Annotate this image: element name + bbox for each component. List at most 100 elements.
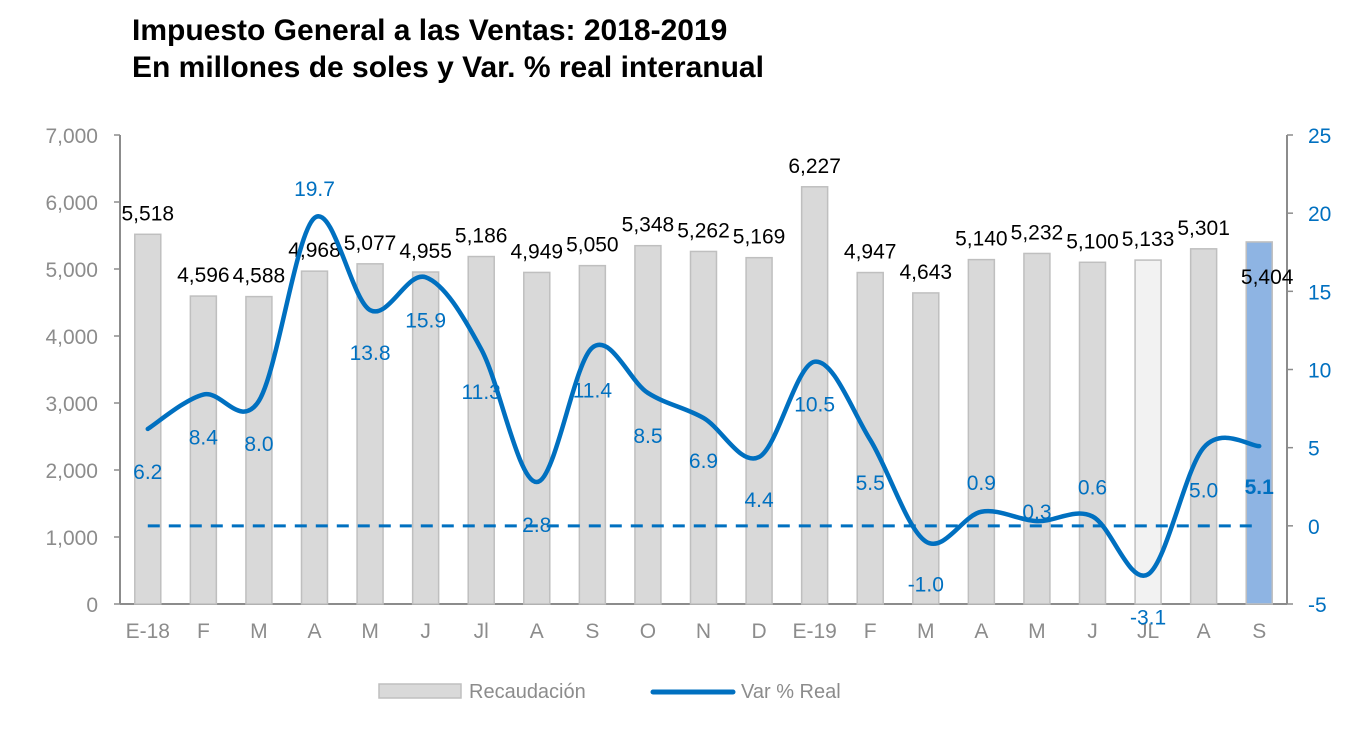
x-tick-label: A <box>974 620 988 643</box>
line-value-label: 13.8 <box>350 342 391 365</box>
var-real-line <box>145 214 1262 578</box>
line-value-label: 2.8 <box>522 514 551 537</box>
chart-title-block: Impuesto General a las Ventas: 2018-2019… <box>132 12 764 86</box>
x-tick-label: O <box>640 620 656 643</box>
line-value-label: -3.1 <box>1130 606 1166 629</box>
left-axis-tick-label: 4,000 <box>45 326 98 349</box>
bar-value-label: 5,348 <box>622 214 675 237</box>
bar-M <box>1023 252 1051 605</box>
line-value-label: 5.5 <box>856 472 885 495</box>
x-tick-label: E-18 <box>126 620 170 643</box>
bar-A <box>523 271 551 605</box>
bar-M <box>245 295 273 605</box>
legend-label-var-real: Var % Real <box>741 681 841 703</box>
bar-value-label: 4,955 <box>399 240 452 263</box>
x-tick-label: S <box>585 620 599 643</box>
x-tick-label: M <box>1028 620 1046 643</box>
bar-value-label: 4,949 <box>511 240 564 263</box>
line-value-label: 6.9 <box>689 450 718 473</box>
line-value-label: 8.4 <box>189 427 219 450</box>
bar-A <box>967 258 996 605</box>
right-axis-tick-label: 20 <box>1308 203 1331 226</box>
line-value-label: 10.5 <box>794 394 835 417</box>
bar-value-label: 6,227 <box>788 155 841 178</box>
line-value-label: 0.6 <box>1078 476 1107 499</box>
bar-value-label: 5,301 <box>1177 217 1230 240</box>
line-value-label: 8.5 <box>633 425 662 448</box>
line-value-label: 4.4 <box>744 489 774 512</box>
x-tick-label: M <box>250 620 268 643</box>
bar-J <box>411 271 440 605</box>
bar-O <box>634 244 662 605</box>
right-axis-tick-label: 5 <box>1308 438 1320 461</box>
line-value-label: 6.2 <box>133 461 162 484</box>
line-value-label: 5.1 <box>1245 476 1275 499</box>
bar-value-label: 5,100 <box>1066 230 1119 253</box>
line-value-label: 11.4 <box>573 380 613 403</box>
bar-value-label: 5,404 <box>1241 266 1294 289</box>
bar-value-label: 5,050 <box>566 234 619 257</box>
bar-value-label: 5,169 <box>733 226 786 249</box>
bar-E-19 <box>800 186 829 605</box>
bar-M <box>912 292 940 605</box>
x-tick-label: E-19 <box>792 620 836 643</box>
x-tick-label: Jl <box>474 620 489 643</box>
x-tick-label: JL <box>1137 620 1159 643</box>
line-value-label: -1.0 <box>908 573 944 596</box>
bar-value-label: 5,262 <box>677 219 730 242</box>
left-axis-tick-label: 7,000 <box>45 125 98 148</box>
x-tick-label: A <box>530 620 544 643</box>
x-tick-label: A <box>307 620 321 643</box>
legend-swatch-recaudacion <box>378 683 462 699</box>
bar-D <box>745 256 773 605</box>
chart-title: Impuesto General a las Ventas: 2018-2019 <box>132 14 728 47</box>
line-value-label: 11.3 <box>462 381 501 404</box>
x-tick-label: F <box>197 620 210 643</box>
bar-value-label: 5,232 <box>1011 221 1064 244</box>
bar-A <box>300 270 329 605</box>
line-value-label: 0.9 <box>967 472 996 495</box>
bar-E-18 <box>134 233 162 605</box>
bar-M <box>356 263 384 605</box>
left-axis-tick-label: 2,000 <box>45 460 98 483</box>
line-value-label: 5.0 <box>1189 480 1218 503</box>
line-value-label: 0.3 <box>1022 501 1051 524</box>
left-axis-tick-label: 6,000 <box>45 192 98 215</box>
left-axis-tick-label: 0 <box>86 594 98 617</box>
bar-JL <box>1134 259 1162 605</box>
bar-value-label: 4,643 <box>900 261 953 284</box>
bar-value-label: 5,133 <box>1122 228 1175 251</box>
line-value-label: 19.7 <box>294 178 335 201</box>
bar-value-label: 5,518 <box>122 202 175 225</box>
x-tick-label: J <box>420 620 431 643</box>
x-tick-label: S <box>1252 620 1266 643</box>
left-axis-tick-label: 5,000 <box>45 259 98 282</box>
right-axis-tick-label: 15 <box>1308 281 1331 304</box>
bar-S <box>1245 241 1273 605</box>
bar-J <box>1078 261 1107 605</box>
bar-Jl <box>467 255 495 605</box>
bar-S <box>578 264 607 605</box>
bar-value-label: 5,186 <box>455 225 508 248</box>
line-value-label: 8.0 <box>244 433 273 456</box>
bar-value-label: 5,077 <box>344 232 397 255</box>
chart-subtitle: En millones de soles y Var. % real inter… <box>132 51 764 84</box>
bar-A <box>1189 248 1218 605</box>
right-axis-tick-label: -5 <box>1308 594 1327 617</box>
right-axis-tick-label: 0 <box>1308 516 1320 539</box>
right-axis-tick-label: 10 <box>1308 360 1331 383</box>
left-axis-tick-label: 1,000 <box>45 527 98 550</box>
bar-value-label: 4,947 <box>844 241 897 264</box>
bar-value-label: 5,140 <box>955 228 1008 251</box>
x-tick-label: M <box>361 620 379 643</box>
x-tick-label: N <box>696 620 711 643</box>
x-tick-label: A <box>1197 620 1211 643</box>
left-axis-tick-label: 3,000 <box>45 393 98 416</box>
bar-value-label: 4,596 <box>177 264 230 287</box>
x-tick-label: M <box>917 620 935 643</box>
x-tick-label: F <box>864 620 877 643</box>
line-value-label: 15.9 <box>405 309 446 332</box>
right-axis-tick-label: 25 <box>1308 125 1331 148</box>
bar-F <box>189 295 218 605</box>
